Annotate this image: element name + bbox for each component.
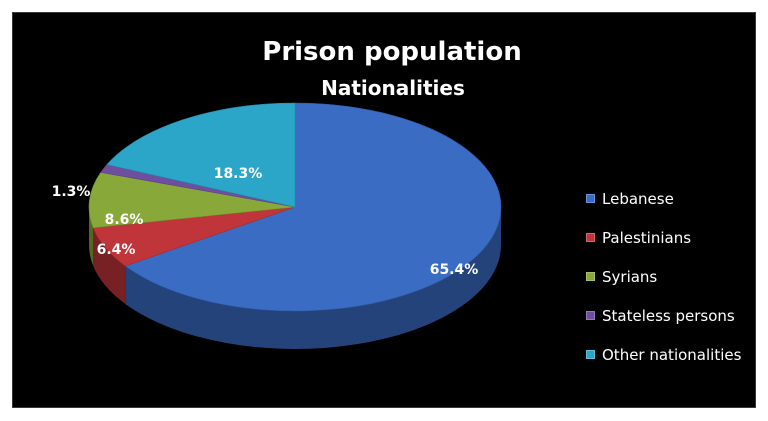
pie-side-syrians bbox=[89, 207, 94, 266]
pie-side-palestinians bbox=[93, 227, 126, 304]
chart-area: Prison population Nationalities 65.4% 6.4… bbox=[12, 12, 756, 408]
data-label-syrians: 8.6% bbox=[105, 212, 144, 228]
data-labels: 65.4% 6.4% 8.6% 1.3% 18.3% bbox=[52, 166, 479, 278]
chart-title: Prison population bbox=[262, 37, 521, 67]
chart-subtitle: Nationalities bbox=[321, 76, 465, 100]
legend-item-palestinians: Palestinians bbox=[586, 228, 741, 247]
data-label-lebanese: 65.4% bbox=[430, 262, 479, 278]
legend-item-syrians: Syrians bbox=[586, 267, 741, 286]
legend-item-stateless-persons: Stateless persons bbox=[586, 306, 741, 325]
legend-label: Lebanese bbox=[602, 189, 674, 208]
legend-swatch bbox=[586, 194, 595, 203]
legend-item-lebanese: Lebanese bbox=[586, 189, 741, 208]
legend-label: Stateless persons bbox=[602, 306, 735, 325]
legend: Lebanese Palestinians Syrians Stateless per… bbox=[586, 189, 741, 384]
legend-swatch bbox=[586, 272, 595, 281]
legend-label: Syrians bbox=[602, 267, 658, 286]
legend-swatch bbox=[586, 233, 595, 242]
legend-label: Other nationalities bbox=[602, 345, 742, 364]
pie-slices bbox=[88, 102, 502, 349]
legend-swatch bbox=[586, 311, 595, 320]
pie-slice-syrians bbox=[88, 172, 296, 229]
data-label-other-nationalities: 18.3% bbox=[214, 166, 263, 182]
legend-label: Palestinians bbox=[602, 228, 692, 247]
pie-chart: Prison population Nationalities 65.4% 6.4… bbox=[52, 37, 522, 349]
data-label-stateless-persons: 1.3% bbox=[52, 184, 91, 200]
data-label-palestinians: 6.4% bbox=[97, 242, 136, 258]
legend-swatch bbox=[586, 350, 595, 359]
pie-side-lebanese bbox=[125, 207, 501, 349]
pie-slice-other-nationalities bbox=[106, 102, 296, 208]
legend-item-other-nationalities: Other nationalities bbox=[586, 345, 741, 364]
pie-slice-lebanese bbox=[124, 102, 502, 312]
